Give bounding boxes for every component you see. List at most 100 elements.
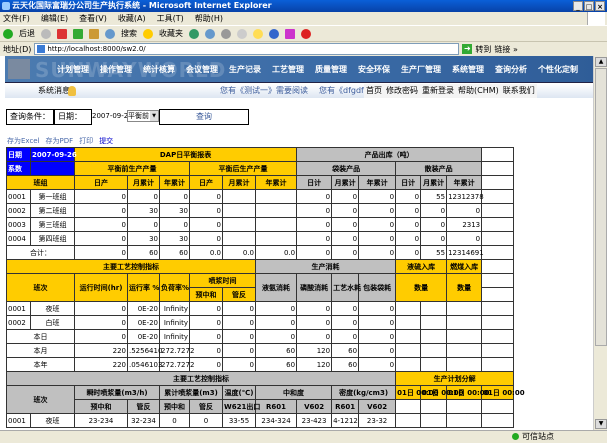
header-cell: 管反	[222, 287, 256, 302]
back-icon[interactable]	[3, 28, 13, 39]
close-button[interactable]: ×	[595, 1, 605, 11]
menu-edit[interactable]: 编辑(E)	[40, 14, 69, 23]
table-cell: 0	[420, 203, 448, 218]
table-cell: 0004	[6, 231, 31, 246]
header-cell: 数量	[395, 273, 448, 302]
table-cell: 夜班	[30, 413, 75, 428]
scroll-up-icon[interactable]: ▲	[595, 57, 607, 67]
submit-link[interactable]: 提交	[99, 137, 114, 145]
nav-item[interactable]: 生产记录	[229, 65, 261, 74]
table-cell: 0	[358, 343, 397, 358]
nav-item[interactable]: 质量管理	[315, 65, 347, 74]
date-input[interactable]	[92, 110, 127, 122]
table-cell	[481, 329, 515, 344]
scroll-thumb[interactable]	[595, 68, 607, 346]
nav-item[interactable]: 操作管理	[100, 65, 132, 74]
nav-item[interactable]: 安全环保	[358, 65, 390, 74]
banner-watermark: SUNWAYWORLD	[35, 58, 227, 82]
table-cell	[446, 343, 483, 358]
table-cell: 0002	[6, 203, 31, 218]
home-icon[interactable]	[89, 28, 99, 39]
minimize-button[interactable]: _	[573, 1, 583, 11]
menu-help[interactable]: 帮助(H)	[194, 14, 223, 23]
query-button[interactable]: 查询	[159, 109, 249, 125]
scroll-down-icon[interactable]: ▼	[595, 419, 607, 429]
save-excel-link[interactable]: 存为Excel	[7, 137, 40, 145]
table-cell: 220	[74, 343, 128, 358]
table-cell	[481, 399, 515, 414]
notice-link[interactable]: 您有《测试一》需要阅读	[220, 86, 308, 95]
table-cell	[222, 231, 256, 246]
table-cell: Infinity	[159, 315, 190, 330]
table-cell	[481, 175, 515, 190]
menu-favorites[interactable]: 收藏(A)	[117, 14, 146, 23]
nav-item[interactable]: 查询分析	[495, 65, 527, 74]
table-cell: 0	[74, 217, 128, 232]
contact-link[interactable]: 联系我们	[502, 86, 535, 95]
table-cell: 0	[159, 413, 190, 428]
search-button[interactable]: 搜索	[121, 29, 137, 38]
table-cell	[395, 301, 422, 316]
links-button[interactable]: 链接 »	[494, 44, 518, 54]
header-cell: W621出口	[222, 399, 260, 414]
stop-icon[interactable]	[57, 28, 67, 39]
alert-icon[interactable]	[301, 28, 311, 39]
maximize-button[interactable]: □	[584, 1, 594, 11]
header-cell: 班组	[6, 175, 75, 190]
paint-icon[interactable]	[285, 28, 295, 39]
nav-item[interactable]: 会议管理	[186, 65, 218, 74]
edit-icon[interactable]	[237, 28, 247, 39]
mode-select[interactable]: 平衡前	[127, 110, 159, 122]
change-password-link[interactable]: 修改密码	[386, 86, 418, 95]
menu-tools[interactable]: 工具(T)	[156, 14, 184, 23]
favorites-star-icon[interactable]	[143, 28, 153, 39]
header-cell: 日期	[6, 147, 31, 162]
table-cell: 第一班组	[30, 189, 75, 204]
print-link[interactable]: 打印	[79, 137, 94, 145]
nav-item[interactable]: 计划管理	[57, 65, 89, 74]
back-button[interactable]: 后退	[19, 29, 35, 38]
go-button[interactable]: 转到	[475, 44, 492, 54]
table-cell: 0	[189, 413, 223, 428]
header-cell: 日产	[74, 175, 128, 190]
nav-item[interactable]: 工艺管理	[272, 65, 304, 74]
nav-item[interactable]: 个性化定制	[538, 65, 578, 74]
menu-view[interactable]: 查看(V)	[79, 14, 107, 23]
table-cell: 0	[189, 217, 223, 232]
system-message-link[interactable]: 系统消息	[38, 86, 70, 95]
mail-icon[interactable]	[205, 28, 215, 39]
notice-link[interactable]: 您有《dfgdfg》需	[319, 86, 385, 95]
table-cell: 0002	[6, 315, 31, 330]
vertical-scrollbar[interactable]: ▲ ▼	[593, 56, 607, 430]
save-pdf-link[interactable]: 存为PDF	[45, 137, 74, 145]
table-cell: 0	[74, 203, 128, 218]
notes-icon[interactable]	[253, 28, 263, 39]
table-cell: 0	[222, 301, 256, 316]
table-cell: 0	[189, 343, 223, 358]
go-arrow-icon[interactable]: ➜	[462, 44, 473, 54]
table-cell: 0	[420, 231, 448, 246]
table-cell: 第四班组	[30, 231, 75, 246]
user-message-icon[interactable]	[68, 86, 76, 96]
home-link[interactable]: 首页	[366, 86, 382, 95]
print-icon[interactable]	[221, 28, 231, 39]
refresh-icon[interactable]	[73, 28, 83, 39]
nav-item[interactable]: 统计核算	[143, 65, 175, 74]
header-cell: 年累计	[446, 175, 483, 190]
search-icon[interactable]	[105, 28, 115, 39]
table-cell: 本月	[6, 343, 75, 358]
relogin-link[interactable]: 重新登录	[422, 86, 454, 95]
favorites-button[interactable]: 收藏夹	[159, 29, 183, 38]
nav-item[interactable]: 生产厂管理	[401, 65, 441, 74]
table-cell: 33-55	[222, 413, 256, 428]
menu-file[interactable]: 文件(F)	[3, 14, 30, 23]
address-input[interactable]: http://localhost:8000/sw2.0/	[34, 43, 460, 55]
table-cell: 本日	[6, 329, 75, 344]
media-icon[interactable]	[189, 28, 199, 39]
table-cell: 0	[189, 189, 223, 204]
help-link[interactable]: 帮助(CHM)	[458, 86, 499, 95]
forward-icon[interactable]	[41, 28, 51, 39]
messenger-icon[interactable]	[269, 28, 279, 39]
table-cell: 0001	[6, 301, 31, 316]
nav-item[interactable]: 系统管理	[452, 65, 484, 74]
